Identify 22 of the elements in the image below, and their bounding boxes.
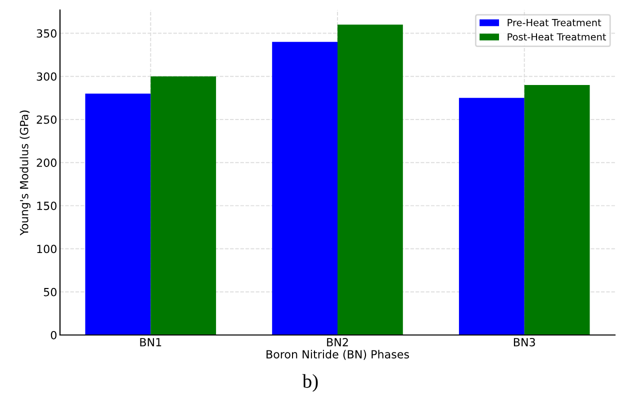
y-tick-label: 200 (36, 158, 56, 167)
bar (458, 98, 524, 335)
text: b) (302, 374, 318, 392)
y-tick-label: 300 (36, 72, 56, 81)
bar (272, 42, 338, 335)
bar (150, 76, 216, 335)
x-tick-label: BN2 (327, 338, 348, 346)
x-tick-label: BN3 (514, 338, 535, 346)
bar (338, 24, 403, 335)
legend-label: Pre-Heat Treatment (508, 19, 602, 26)
bar (524, 85, 590, 335)
y-tick-label: 0 (50, 330, 56, 340)
y-tick-label: 350 (36, 29, 56, 38)
y-tick-label: 100 (37, 244, 56, 254)
y-tick-label: 150 (37, 202, 56, 210)
x-axis-title: Boron Nitride (BN) Phases (266, 350, 409, 360)
y-tick-label: 50 (44, 288, 56, 296)
x-tick-label: BN1 (140, 338, 162, 346)
y-tick-label: 250 (36, 115, 56, 124)
bar (85, 94, 151, 335)
y-axis-title: Young's Modulus (GPa) (20, 110, 30, 236)
legend-label: Post-Heat Treatment (508, 33, 606, 41)
